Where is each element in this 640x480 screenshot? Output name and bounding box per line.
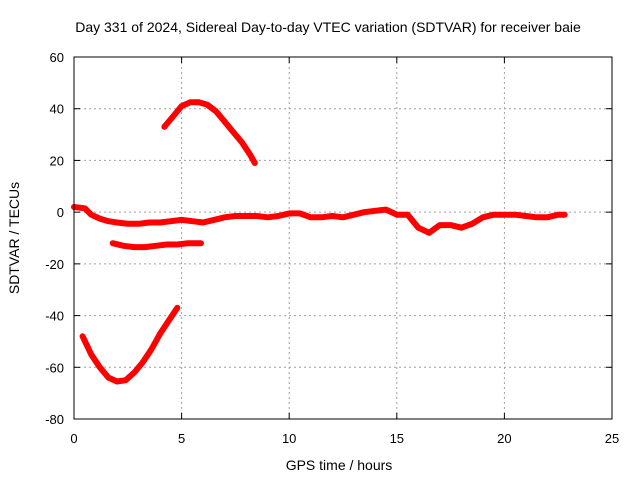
x-tick-label: 5	[178, 431, 185, 446]
x-tick-label: 10	[282, 431, 296, 446]
x-tick-label: 0	[70, 431, 77, 446]
data-series-group	[71, 99, 568, 385]
x-tick-label: 15	[390, 431, 404, 446]
x-axis-label: GPS time / hours	[286, 457, 393, 473]
series-line-main	[71, 204, 568, 236]
series-line-arc-low	[79, 304, 181, 385]
chart-title: Day 331 of 2024, Sidereal Day-to-day VTE…	[75, 19, 581, 35]
plot-frame	[73, 56, 613, 420]
gridlines	[74, 57, 612, 419]
y-tick-label: -40	[45, 309, 64, 324]
x-tick-label: 20	[497, 431, 511, 446]
x-tick-label: 25	[605, 431, 619, 446]
y-tick-label: 40	[50, 102, 64, 117]
series-line-arc-high	[161, 99, 258, 166]
series-line-segment-mid	[109, 240, 204, 251]
axis-ticks: 0 5 10 15 20 25 60 40 20 0 -20 -40 -60 -80	[45, 50, 619, 446]
y-tick-label: -60	[45, 360, 64, 375]
y-tick-label: -20	[45, 257, 64, 272]
y-tick-label: 20	[50, 153, 64, 168]
y-tick-label: 0	[57, 205, 64, 220]
y-tick-label: 60	[50, 50, 64, 65]
y-tick-label: -80	[45, 412, 64, 427]
y-axis-label: SDTVAR / TECUs	[6, 182, 22, 294]
